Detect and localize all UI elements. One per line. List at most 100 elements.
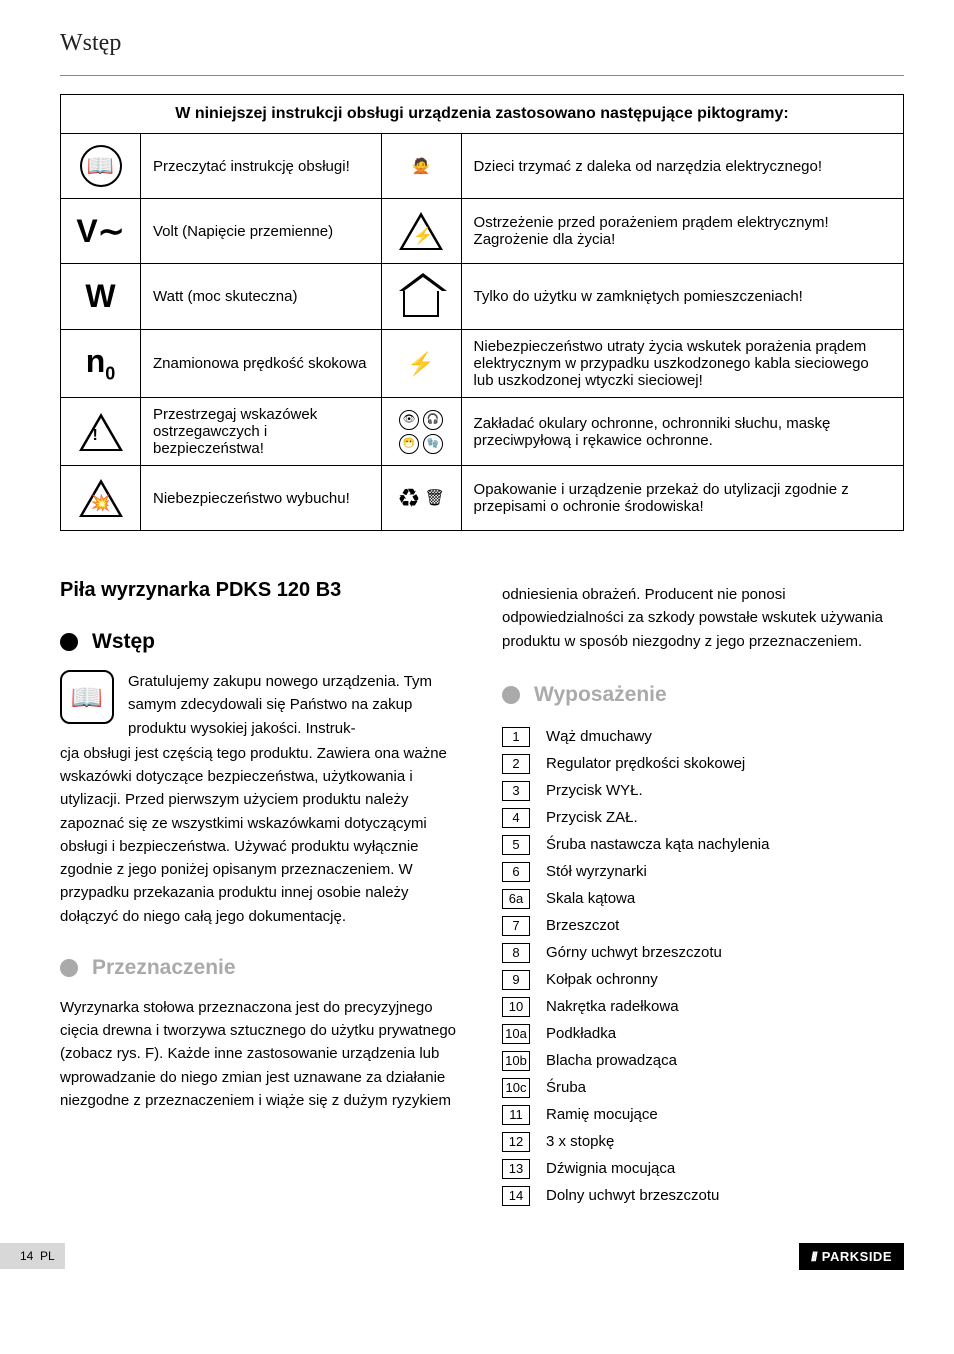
explosion-icon: 💥 — [79, 479, 123, 517]
indoor-icon — [403, 289, 439, 317]
equipment-label: Blacha prowadząca — [546, 1047, 677, 1074]
equipment-label: Górny uchwyt brzeszczotu — [546, 939, 722, 966]
page-number: 14 PL — [0, 1243, 65, 1269]
table-caption: W niniejszej instrukcji obsługi urządzen… — [61, 95, 904, 134]
equipment-item: 10c Śruba — [502, 1074, 904, 1101]
equipment-item: 1 Wąż dmuchawy — [502, 723, 904, 750]
equipment-number: 12 — [502, 1132, 530, 1152]
equipment-item: 5Śruba nastawcza kąta nachylenia — [502, 831, 904, 858]
bullet-icon — [60, 959, 78, 977]
equipment-label: Dolny uchwyt brzeszczotu — [546, 1182, 719, 1209]
recycle-icon: ♻🗑 — [397, 474, 445, 522]
stroke-icon: n0 — [86, 343, 116, 379]
warning-icon: ! — [79, 413, 123, 451]
equipment-number: 10 — [502, 997, 530, 1017]
pictogram-desc: Tylko do użytku w zamkniętych pomieszcze… — [461, 264, 903, 330]
equipment-label: Dźwignia mocująca — [546, 1155, 675, 1182]
pictogram-desc: Niebezpieczeństwo wybuchu! — [141, 466, 382, 531]
equipment-label: Wąż dmuchawy — [546, 723, 652, 750]
equipment-number: 10c — [502, 1078, 530, 1098]
equipment-item: 9 Kołpak ochronny — [502, 966, 904, 993]
divider — [60, 75, 904, 76]
purpose-body-text: Wyrzynarka stołowa przeznaczona jest do … — [60, 996, 462, 1112]
equipment-number: 10a — [502, 1024, 530, 1044]
equipment-number: 2 — [502, 754, 530, 774]
pictogram-desc: Watt (moc skuteczna) — [141, 264, 382, 330]
equipment-label: Podkładka — [546, 1020, 616, 1047]
equipment-number: 3 — [502, 781, 530, 801]
equipment-number: 1 — [502, 727, 530, 747]
equipment-label: Ramię mocujące — [546, 1101, 658, 1128]
equipment-title: Wyposażenie — [534, 683, 667, 707]
pictogram-desc: Zakładać okulary ochronne, ochronniki sł… — [461, 398, 903, 466]
pictogram-desc: Opakowanie i urządzenie przekaż do utyli… — [461, 466, 903, 531]
equipment-number: 11 — [502, 1105, 530, 1125]
equipment-number: 6 — [502, 862, 530, 882]
cord-icon: ⚡ — [397, 340, 445, 388]
equipment-item: 6a Skala kątowa — [502, 885, 904, 912]
equipment-number: 8 — [502, 943, 530, 963]
section-heading-purpose: Przeznaczenie — [60, 956, 462, 980]
equipment-label: 3 x stopkę — [546, 1128, 614, 1155]
table-row: W Watt (moc skuteczna) Tylko do użytku w… — [61, 264, 904, 330]
manual-icon: 📖 — [60, 670, 114, 724]
equipment-item: 7 Brzeszczot — [502, 912, 904, 939]
volt-icon: V∼ — [76, 213, 124, 249]
equipment-label: Kołpak ochronny — [546, 966, 658, 993]
equipment-number: 6a — [502, 889, 530, 909]
table-row: n0 Znamionowa prędkość skokowa ⚡ Niebezp… — [61, 330, 904, 398]
equipment-label: Przycisk WYŁ. — [546, 777, 643, 804]
manual-icon: 📖 — [80, 145, 122, 187]
equipment-item: 6 Stół wyrzynarki — [502, 858, 904, 885]
equipment-number: 9 — [502, 970, 530, 990]
table-row: 📖 Przeczytać instrukcję obsługi! 🙅 Dziec… — [61, 134, 904, 199]
equipment-item: 8 Górny uchwyt brzeszczotu — [502, 939, 904, 966]
pictogram-desc: Dzieci trzymać z daleka od narzędzia ele… — [461, 134, 903, 199]
intro-body-text: cja obsługi jest częścią tego produktu. … — [60, 742, 462, 928]
equipment-number: 13 — [502, 1159, 530, 1179]
equipment-label: Skala kątowa — [546, 885, 635, 912]
purpose-title: Przeznaczenie — [92, 956, 236, 980]
product-title: Piła wyrzynarka PDKS 120 B3 — [60, 579, 462, 602]
watt-icon: W — [85, 278, 115, 314]
brand-logo: ///PARKSIDE — [799, 1243, 904, 1270]
equipment-item: 12 3 x stopkę — [502, 1128, 904, 1155]
equipment-number: 14 — [502, 1186, 530, 1206]
equipment-label: Stół wyrzynarki — [546, 858, 647, 885]
equipment-item: 11 Ramię mocujące — [502, 1101, 904, 1128]
equipment-item: 14 Dolny uchwyt brzeszczotu — [502, 1182, 904, 1209]
equipment-number: 4 — [502, 808, 530, 828]
table-row: V∼ Volt (Napięcie przemienne) ⚡ Ostrzeże… — [61, 199, 904, 264]
equipment-label: Nakrętka radełkowa — [546, 993, 679, 1020]
equipment-item: 10b Blacha prowadząca — [502, 1047, 904, 1074]
equipment-item: 10 Nakrętka radełkowa — [502, 993, 904, 1020]
table-row: 💥 Niebezpieczeństwo wybuchu! ♻🗑 Opakowan… — [61, 466, 904, 531]
equipment-list: 1 Wąż dmuchawy 2 Regulator prędkości skokow… — [502, 723, 904, 1209]
bullet-icon — [502, 686, 520, 704]
pictogram-desc: Przeczytać instrukcję obsługi! — [141, 134, 382, 199]
equipment-label: Regulator prędkości skokowej — [546, 750, 745, 777]
bullet-icon — [60, 633, 78, 651]
pictogram-desc: Ostrzeżenie przed porażeniem prądem elek… — [461, 199, 903, 264]
intro-title: Wstęp — [92, 630, 155, 654]
shock-icon: ⚡ — [399, 212, 443, 250]
pictogram-desc: Niebezpieczeństwo utraty życia wskutek p… — [461, 330, 903, 398]
pictogram-desc: Znamionowa prędkość skokowa — [141, 330, 382, 398]
equipment-item: 10a Podkładka — [502, 1020, 904, 1047]
ppe-icon: 👁🎧😷🧤 — [394, 410, 449, 454]
pictogram-desc: Przestrzegaj wskazówek ostrzegawczych i … — [141, 398, 382, 466]
pictogram-desc: Volt (Napięcie przemienne) — [141, 199, 382, 264]
intro-lead-text: Gratulujemy zakupu nowego urządzenia. Ty… — [128, 670, 462, 740]
equipment-item: 13 Dźwignia mocująca — [502, 1155, 904, 1182]
equipment-label: Przycisk ZAŁ. — [546, 804, 638, 831]
section-heading-equipment: Wyposażenie — [502, 683, 904, 707]
equipment-number: 7 — [502, 916, 530, 936]
equipment-number: 10b — [502, 1051, 530, 1071]
pictogram-table: W niniejszej instrukcji obsługi urządzen… — [60, 94, 904, 531]
purpose-continuation: odniesienia obrażeń. Producent nie ponos… — [502, 583, 904, 653]
equipment-item: 4 Przycisk ZAŁ. — [502, 804, 904, 831]
equipment-label: Śruba — [546, 1074, 586, 1101]
equipment-label: Brzeszczot — [546, 912, 619, 939]
equipment-label: Śruba nastawcza kąta nachylenia — [546, 831, 769, 858]
section-heading-intro: Wstęp — [60, 630, 462, 654]
